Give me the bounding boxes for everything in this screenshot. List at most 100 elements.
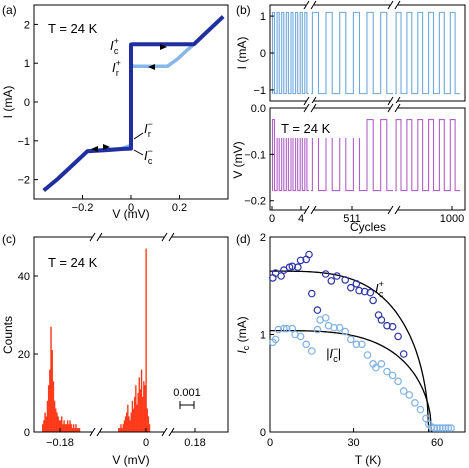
panel-d-fit-curve	[270, 329, 433, 433]
panel-a-temperature: T = 24 K	[48, 21, 98, 36]
panel-b-axis-break-gap	[306, 96, 314, 106]
panel-a-arrow-left	[91, 146, 98, 152]
panel-c-histogram-bar-right	[135, 385, 137, 432]
panel-c-ylabel: Counts	[1, 316, 15, 354]
panel-b: −1 0 1 −0.2 −0.1 0.0 0 4 511 1000 I (mA) V (mV) T…	[231, 0, 466, 234]
panel-a-xtick-label: 0	[128, 202, 134, 214]
panel-label-d: (d)	[236, 232, 251, 246]
panel-d-point-ic-plus	[307, 289, 316, 298]
panel-d-point-ic-minus	[321, 314, 330, 322]
panel-d-point-ic-plus	[366, 288, 375, 297]
panel-c-histogram-bar-left	[76, 428, 78, 432]
panel-label-a: (a)	[2, 3, 17, 17]
panel-c-axis-break-gap	[92, 427, 100, 437]
panel-a: −0.2 0 0.2 −2 −1 0 1 2 T = 24 K V (mV) I (mA) I…	[1, 4, 229, 221]
panel-a-ytick-label: 2	[24, 19, 30, 31]
panel-c-histogram-bar-right	[139, 389, 142, 432]
panel-c-histogram-bar-left	[58, 420, 61, 432]
panel-a-xtick-label: 0.2	[172, 202, 187, 214]
panel-c-histogram-bar-right	[128, 416, 130, 432]
panel-d-point-ic-minus	[441, 424, 450, 432]
panel-b-bottom-ytick-label: −0.2	[244, 196, 266, 208]
panel-d-point-ic-minus	[358, 340, 366, 349]
panel-b-axis-break-gap	[390, 205, 398, 215]
panel-d: 0 30 60 0 1 2 Ic (mA) T (K) I+ c |I− c|	[235, 232, 466, 467]
panel-c-histogram-bar-left	[74, 428, 76, 432]
panel-a-ytick-label: −1	[17, 136, 30, 148]
panel-b-axis-break-gap	[306, 103, 314, 113]
panel-c-axis-break-gap	[164, 232, 172, 242]
panel-b-axis-break-gap	[306, 205, 314, 215]
panel-a-arrow-up	[160, 44, 167, 50]
panel-d-point-ic-plus	[352, 279, 361, 288]
panel-d-point-ic-plus	[369, 296, 377, 305]
panel-c-ytick-label: 40	[18, 271, 30, 283]
panel-b-axis-break	[387, 103, 401, 113]
panel-d-point-ic-minus	[307, 347, 316, 355]
panel-d-ytick-label: 0	[260, 427, 266, 439]
panel-a-xlabel: V (mV)	[112, 207, 149, 221]
panel-c-axis-break	[89, 427, 103, 437]
panel-c-histogram-bar-left	[51, 350, 53, 432]
panel-c-histogram-bar-right	[140, 369, 143, 432]
panel-c-histogram-bar-left	[49, 369, 51, 432]
panel-c-histogram-bar-left	[66, 420, 69, 432]
panel-d-point-ic-minus	[433, 424, 441, 432]
panel-c-ytick-label: 0	[24, 427, 30, 439]
panel-c-histogram-bar-right	[146, 408, 148, 432]
panel-b-bottom-frame	[269, 107, 466, 211]
panel-c-ytick-label: 20	[18, 349, 30, 361]
panel-b-annotation-bg	[276, 118, 366, 138]
panel-b-axis-break	[303, 103, 317, 113]
panel-d-point-ic-minus	[422, 414, 430, 423]
panel-b-axis-break-mark-b	[310, 103, 317, 113]
panel-d-point-ic-minus	[399, 387, 408, 395]
panel-d-point-ic-minus	[416, 405, 425, 414]
panel-a-arrow-right	[103, 144, 110, 150]
panel-d-xtick-label: 30	[347, 437, 359, 449]
panel-a-ytick-label: −2	[17, 175, 30, 187]
panel-a-arrow-retrap	[148, 64, 155, 70]
panel-c-histogram-bar-left	[63, 420, 65, 432]
panel-b-axis-break-gap	[306, 0, 314, 10]
panel-c-histogram-bar-left	[62, 424, 64, 432]
panel-b-axis-break-mark-b	[310, 205, 317, 215]
panel-c-histogram-bar-left	[71, 428, 74, 432]
panel-b-axis-break-gap	[390, 0, 398, 10]
panel-d-xlabel: T (K)	[355, 453, 381, 467]
panel-d-point-ic-minus	[288, 324, 297, 333]
panel-b-bottom-ytick-label: 0.0	[251, 103, 266, 115]
panel-d-point-ic-minus	[377, 359, 386, 368]
panel-a-label-ir-minus: I− r	[144, 119, 153, 139]
panel-a-label-ic-minus: I− c	[144, 146, 153, 166]
panel-c-histogram-bar-right	[145, 248, 147, 432]
panel-c-axis-break-mark-a	[89, 427, 96, 437]
panel-c-histogram-bar-right	[147, 416, 150, 432]
panel-c-histogram-bar-left	[55, 408, 57, 432]
panel-b-current-wave-segment	[271, 11, 309, 95]
panel-c-histogram-bar-left	[61, 416, 63, 432]
panel-c-temperature: T = 24 K	[48, 255, 98, 270]
panel-b-xtick-label: 1000	[440, 213, 464, 225]
panel-d-point-ic-minus	[436, 424, 444, 432]
panel-b-axis-break-mark-a	[387, 103, 394, 113]
panel-c-histogram-bar-left	[65, 424, 68, 432]
panel-c-xlabel: V (mV)	[112, 453, 149, 467]
panel-b-xlabel: Cycles	[350, 220, 386, 234]
panel-b-xtick-label: 0	[269, 213, 275, 225]
panel-b-axis-break-mark-a	[387, 205, 394, 215]
panel-c-histogram-bar-left	[44, 412, 46, 432]
panel-b-axis-break-mark-b	[394, 0, 401, 10]
panel-d-point-ic-minus	[302, 340, 311, 349]
panel-d-point-ic-plus	[388, 322, 397, 331]
panel-c-axis-break	[161, 232, 175, 242]
panel-c-axis-break-mark-a	[161, 427, 168, 437]
panel-c-axis-break	[89, 232, 103, 242]
panel-a-leader-ir-minus	[133, 132, 144, 140]
panel-a-ylabel: I (mA)	[1, 86, 15, 119]
panel-c-histogram-bar-left	[45, 416, 47, 432]
panel-d-frame	[269, 236, 466, 433]
panel-c-axis-break-mark-b	[168, 232, 175, 242]
panel-d-point-ic-minus	[341, 327, 350, 336]
panel-d-point-ic-plus	[288, 262, 297, 271]
